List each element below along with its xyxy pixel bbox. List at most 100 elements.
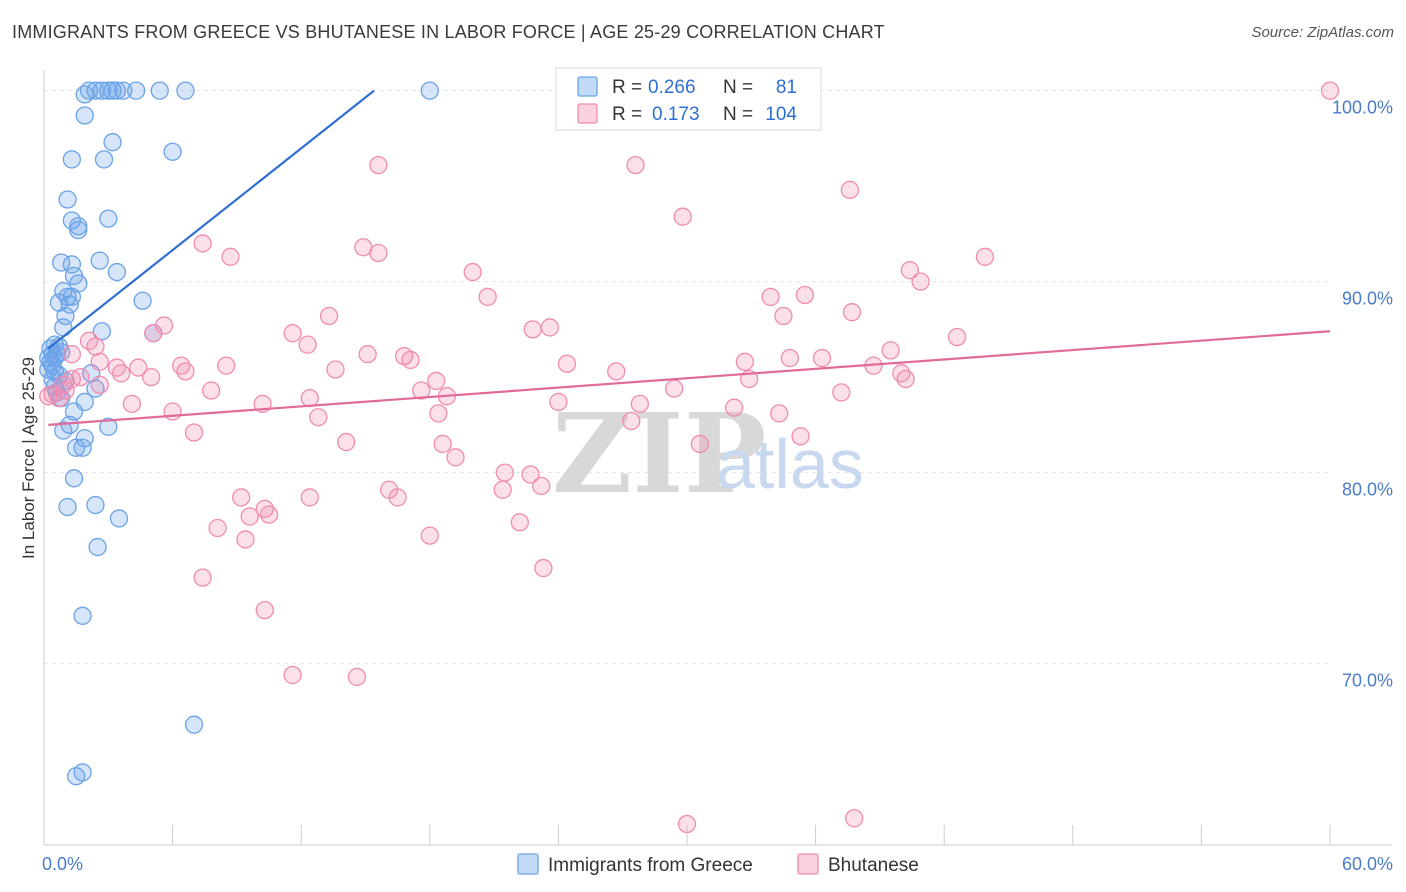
legend-r-value-2: 0.173 [652,104,700,125]
point-bhutanese [283,324,302,343]
y-tick-label: 100.0% [1332,98,1393,118]
point-greece [103,133,122,152]
point-bhutanese [774,306,793,326]
point-greece [54,318,73,337]
point-bhutanese [446,448,465,467]
series-bhutanese-points [39,81,1340,834]
point-bhutanese [300,388,319,408]
point-bhutanese [347,667,367,687]
bottom-legend-swatch-bhutanese [797,853,819,875]
point-greece [92,81,112,100]
point-greece [73,763,92,782]
point-bhutanese [523,320,542,339]
y-tick-label: 80.0% [1342,480,1393,500]
point-bhutanese [255,600,274,620]
axes [43,70,1392,846]
point-bhutanese [673,207,692,226]
point-bhutanese [358,345,377,364]
point-bhutanese [881,341,900,360]
point-bhutanese [812,348,832,368]
point-greece [58,497,77,517]
point-bhutanese [236,530,255,549]
x-tick-label-min: 0.0% [42,854,83,874]
point-bhutanese [90,375,109,394]
point-bhutanese [388,488,407,507]
point-bhutanese [176,362,195,381]
point-bhutanese [433,434,452,454]
point-bhutanese [761,287,780,307]
point-bhutanese [112,364,131,383]
point-bhutanese [845,809,864,828]
series-legend: Immigrants from Greece Bhutanese [517,853,919,876]
point-bhutanese [193,568,212,587]
legend-swatch-greece [577,76,598,97]
point-bhutanese [202,381,221,400]
point-bhutanese [144,324,163,343]
point-greece [133,291,152,310]
point-bhutanese [557,354,577,373]
point-bhutanese [259,505,279,524]
point-bhutanese [664,379,684,398]
point-greece [92,322,112,341]
y-tick-label: 70.0% [1342,671,1393,691]
point-bhutanese [427,371,446,391]
legend-swatch-bhutanese [577,103,598,124]
point-greece [73,438,92,457]
point-greece [67,438,86,457]
point-bhutanese [896,369,915,389]
point-bhutanese [622,411,641,431]
point-bhutanese [298,335,317,354]
legend-r-label-2: R = [612,104,642,125]
grid-lines [44,90,1330,665]
bottom-legend-swatch-greece [517,853,539,875]
point-bhutanese [911,272,930,291]
legend-n-label-1: N = [723,77,753,98]
legend-n-value-2: 104 [765,104,797,125]
point-greece [99,417,118,436]
y-tick-label: 90.0% [1342,289,1393,309]
point-bhutanese [842,303,862,322]
point-greece [39,360,58,379]
point-greece [163,142,182,161]
point-bhutanese [478,287,497,307]
point-bhutanese [319,306,339,326]
trend-line-bhutanese [48,330,1331,426]
point-bhutanese [840,180,860,200]
point-greece [150,81,169,100]
point-greece [86,495,105,515]
point-bhutanese [309,408,328,427]
point-bhutanese [832,383,851,402]
point-greece [109,509,129,528]
point-bhutanese [90,352,109,371]
point-bhutanese [369,155,388,175]
point-greece [107,262,127,282]
point-bhutanese [337,432,356,452]
point-bhutanese [510,513,529,532]
point-bhutanese [122,394,142,413]
point-greece [107,81,127,100]
watermark-atlas: atlas [716,425,864,503]
chart-title: IMMIGRANTS FROM GREECE VS BHUTANESE IN L… [12,22,885,42]
point-greece [60,295,79,314]
point-greece [62,255,82,274]
point-greece [103,81,122,100]
point-greece [54,421,73,440]
point-bhutanese [975,247,995,266]
point-bhutanese [129,358,148,377]
point-bhutanese [549,392,568,412]
point-bhutanese [791,427,810,446]
bottom-legend-label-bhutanese: Bhutanese [828,855,919,876]
point-bhutanese [534,558,553,578]
point-bhutanese [240,507,259,526]
point-greece [94,150,114,169]
point-bhutanese [184,423,204,442]
point-greece [75,85,94,104]
point-bhutanese [607,362,626,381]
point-bhutanese [677,814,697,834]
point-bhutanese [493,480,512,499]
point-bhutanese [770,404,789,423]
point-bhutanese [369,243,388,263]
point-bhutanese [217,356,236,375]
point-bhutanese [283,665,302,685]
y-tick-labels: 70.0% 80.0% 90.0% 100.0% [1332,98,1393,691]
